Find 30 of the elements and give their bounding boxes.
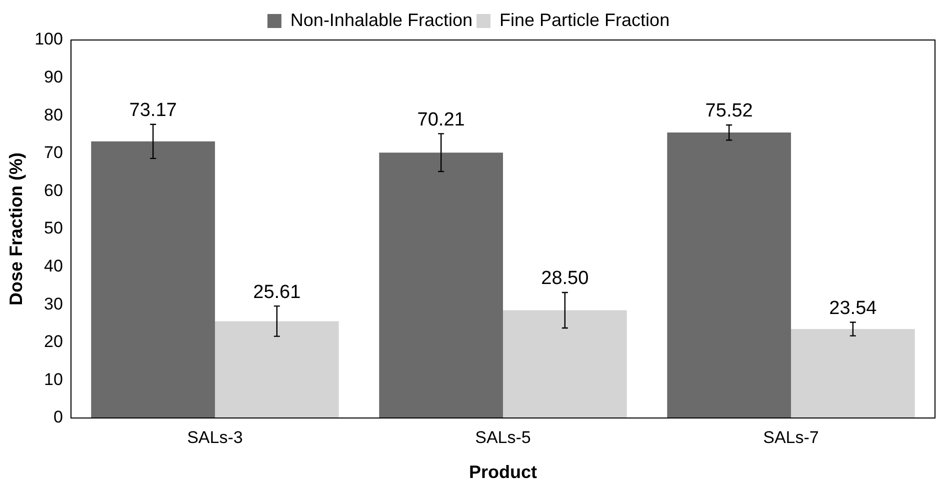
bar: [379, 152, 503, 418]
y-tick-label: 50: [44, 218, 63, 238]
x-tick-label: SALs-7: [763, 428, 819, 447]
data-label: 25.61: [253, 282, 301, 303]
y-tick-label: 70: [44, 143, 63, 162]
data-label: 73.17: [129, 100, 177, 122]
bar: [214, 321, 339, 418]
bar: [790, 329, 915, 418]
x-tick-label: SALs-3: [187, 428, 243, 447]
legend-label: Fine Particle Fraction: [500, 10, 670, 30]
y-axis-title: Dose Fraction (%): [6, 152, 26, 306]
x-axis-title: Product: [468, 462, 537, 482]
bar: [667, 132, 791, 418]
data-label: 75.52: [705, 100, 753, 122]
y-tick-label: 20: [44, 332, 63, 352]
y-tick-label: 100: [34, 30, 63, 49]
y-tick-label: 60: [44, 180, 63, 200]
y-tick-label: 40: [44, 256, 63, 276]
data-label: 28.50: [541, 268, 589, 290]
bar: [91, 141, 215, 418]
data-label: 70.21: [417, 109, 465, 130]
y-tick-label: 90: [44, 67, 63, 86]
x-tick-label: SALs-5: [475, 428, 531, 447]
data-label: 23.54: [829, 298, 878, 319]
bar: [502, 310, 627, 418]
y-tick-label: 0: [53, 408, 63, 427]
y-tick-label: 10: [44, 370, 63, 389]
y-tick-label: 80: [44, 105, 63, 124]
y-tick-label: 30: [44, 294, 63, 314]
legend-label: Non-Inhalable Fraction: [290, 10, 473, 30]
